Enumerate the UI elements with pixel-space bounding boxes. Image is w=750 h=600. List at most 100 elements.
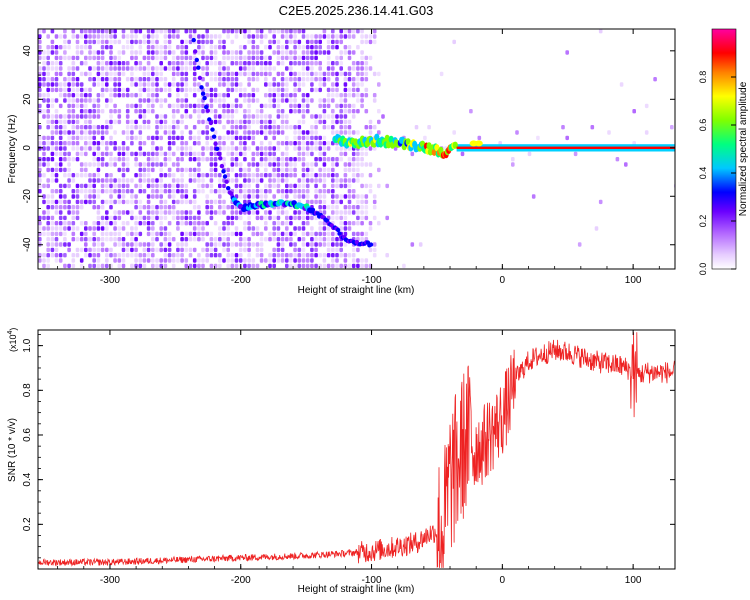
spectrogram-cell bbox=[146, 167, 151, 173]
spectrogram-cell bbox=[117, 194, 122, 199]
spectrogram-cell bbox=[184, 61, 189, 66]
spectrogram-cell bbox=[247, 109, 251, 114]
spectrogram-cell bbox=[167, 93, 172, 98]
spectrogram-cell bbox=[322, 205, 327, 210]
spectrogram-cell bbox=[159, 189, 163, 194]
spectrogram-cell bbox=[305, 221, 310, 226]
spectrogram-cell bbox=[188, 61, 193, 66]
spectrogram-cell bbox=[67, 162, 71, 167]
spectrogram-cell bbox=[272, 221, 276, 226]
spectrogram-cell bbox=[347, 157, 352, 162]
ridge-point bbox=[310, 207, 316, 212]
spectrogram-cell bbox=[84, 231, 88, 237]
spectrogram-cell bbox=[121, 237, 126, 242]
spectrogram-cell bbox=[322, 146, 327, 151]
ridge-point bbox=[224, 179, 229, 184]
spectrogram-cell bbox=[372, 39, 377, 45]
spectrogram-cell bbox=[92, 231, 96, 237]
spectrogram-cell bbox=[138, 103, 143, 109]
spectrogram-cell bbox=[192, 178, 197, 183]
spectrogram-cell bbox=[167, 183, 172, 189]
spectrogram-cell bbox=[79, 167, 84, 173]
spectrogram-cell bbox=[92, 151, 96, 157]
spectrogram-cell bbox=[209, 253, 214, 258]
spectrogram-cell bbox=[360, 71, 364, 77]
spectrogram-cell bbox=[318, 98, 322, 103]
spectrogram-cell bbox=[113, 226, 117, 231]
spectrogram-cell bbox=[71, 135, 76, 141]
spectrogram-cell bbox=[280, 98, 285, 103]
spectrogram-cell bbox=[276, 82, 281, 87]
spectrogram-cell bbox=[146, 61, 151, 66]
spectrogram-cell bbox=[213, 71, 218, 77]
spectrogram-cell bbox=[38, 50, 42, 55]
spectrogram-cell bbox=[339, 221, 343, 226]
spectrogram-cell bbox=[247, 103, 251, 109]
spectrogram-cell bbox=[276, 87, 281, 93]
spectrogram-cell bbox=[276, 210, 281, 215]
spectrogram-cell bbox=[138, 189, 143, 194]
spectrogram-cell bbox=[272, 247, 276, 253]
spectrogram-cell bbox=[264, 189, 268, 194]
spectrogram-cell bbox=[351, 93, 356, 98]
spectrogram-cell bbox=[268, 119, 272, 125]
spectrogram-cell bbox=[159, 77, 163, 82]
spectrogram-cell bbox=[360, 55, 364, 61]
spectrogram-cell bbox=[356, 87, 360, 93]
spectrogram-cell bbox=[368, 66, 373, 71]
spectrogram-cell bbox=[335, 39, 339, 45]
spectrogram-cell bbox=[46, 258, 50, 263]
spectrogram-cell bbox=[272, 39, 276, 45]
spectrogram-cell bbox=[67, 199, 71, 205]
spectrogram-cell bbox=[364, 61, 369, 66]
spectrogram-cell bbox=[280, 50, 285, 55]
spectrogram-cell bbox=[117, 87, 122, 93]
spectrogram-cell bbox=[176, 178, 180, 183]
spectrogram-cell bbox=[125, 87, 130, 93]
spectrogram-cell bbox=[243, 189, 247, 194]
spectrogram-cell bbox=[71, 258, 76, 263]
spectrogram-cell bbox=[326, 205, 331, 210]
spectrogram-cell bbox=[146, 178, 151, 183]
spectrogram-cell bbox=[180, 61, 184, 66]
spectrogram-cell bbox=[339, 93, 343, 98]
spectrogram-cell bbox=[54, 141, 59, 146]
spectrogram-cell bbox=[109, 205, 113, 210]
x-tick-label: -300 bbox=[100, 275, 120, 286]
spectrogram-cell bbox=[318, 146, 322, 151]
spectrogram-cell bbox=[75, 125, 80, 130]
spectrogram-cell bbox=[251, 45, 256, 50]
spectrogram-cell bbox=[356, 258, 360, 263]
spectrogram-cell bbox=[79, 237, 84, 242]
spectrogram-cell bbox=[368, 173, 373, 178]
spectrogram-cell bbox=[285, 141, 289, 146]
spectrogram-cell bbox=[230, 135, 235, 141]
spectrogram-cell bbox=[50, 215, 55, 221]
spectrogram-cell bbox=[163, 205, 168, 210]
spectrogram-cell bbox=[351, 247, 356, 253]
spectrogram-cell bbox=[192, 221, 197, 226]
y-tick-label: 40 bbox=[22, 45, 33, 57]
spectrogram-cell bbox=[272, 162, 276, 167]
spectrogram-cell bbox=[343, 103, 348, 109]
spectrogram-cell bbox=[176, 125, 180, 130]
spectrogram-cell bbox=[67, 210, 71, 215]
spectrogram-cell bbox=[109, 253, 113, 258]
spectrogram-cell bbox=[297, 189, 302, 194]
spectrogram-cell bbox=[205, 55, 209, 61]
spectrogram-cell bbox=[54, 167, 59, 173]
spectrogram-cell bbox=[285, 135, 289, 141]
spectrogram-cell bbox=[297, 157, 302, 162]
spectrogram-cell bbox=[251, 194, 256, 199]
spectrogram-cell bbox=[71, 61, 76, 66]
spectrogram-cell bbox=[184, 263, 189, 269]
spectrogram-cell bbox=[293, 29, 297, 34]
spectrogram-cell bbox=[351, 210, 356, 215]
spectrogram-cell bbox=[209, 39, 214, 45]
spectrogram-cell bbox=[192, 199, 197, 205]
spectrogram-cell bbox=[264, 114, 268, 119]
spectrogram-cell bbox=[301, 98, 306, 103]
spectrogram-cell bbox=[276, 157, 281, 162]
spectrogram-cell bbox=[151, 194, 155, 199]
spectrogram-cell bbox=[130, 71, 134, 77]
